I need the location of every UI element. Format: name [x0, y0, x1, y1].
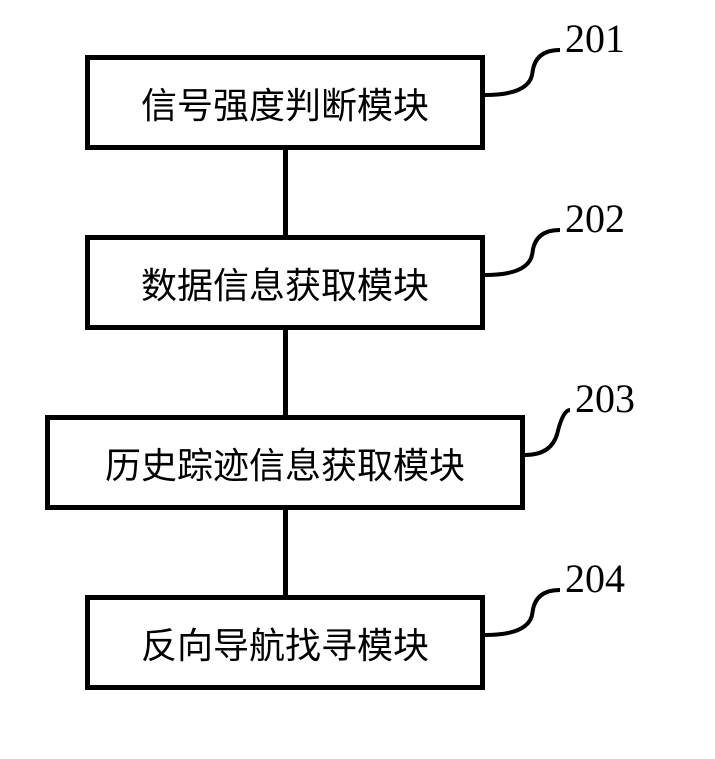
- flowchart-diagram: 信号强度判断模块 201 数据信息获取模块 202 历史踪迹信息获取模块 203…: [0, 0, 715, 759]
- connector-3-4: [283, 510, 288, 595]
- connector-2-3: [283, 330, 288, 415]
- flowchart-node-2: 数据信息获取模块: [85, 235, 485, 330]
- node-label: 历史踪迹信息获取模块: [105, 437, 465, 489]
- node-label: 反向导航找寻模块: [141, 617, 429, 669]
- flowchart-node-3: 历史踪迹信息获取模块: [45, 415, 525, 510]
- node-number-4: 204: [565, 555, 625, 602]
- flowchart-node-1: 信号强度判断模块: [85, 55, 485, 150]
- node-number-2: 202: [565, 195, 625, 242]
- node-label: 数据信息获取模块: [141, 257, 429, 309]
- connector-1-2: [283, 150, 288, 235]
- flowchart-node-4: 反向导航找寻模块: [85, 595, 485, 690]
- node-number-1: 201: [565, 15, 625, 62]
- node-number-3: 203: [575, 375, 635, 422]
- node-label: 信号强度判断模块: [141, 77, 429, 129]
